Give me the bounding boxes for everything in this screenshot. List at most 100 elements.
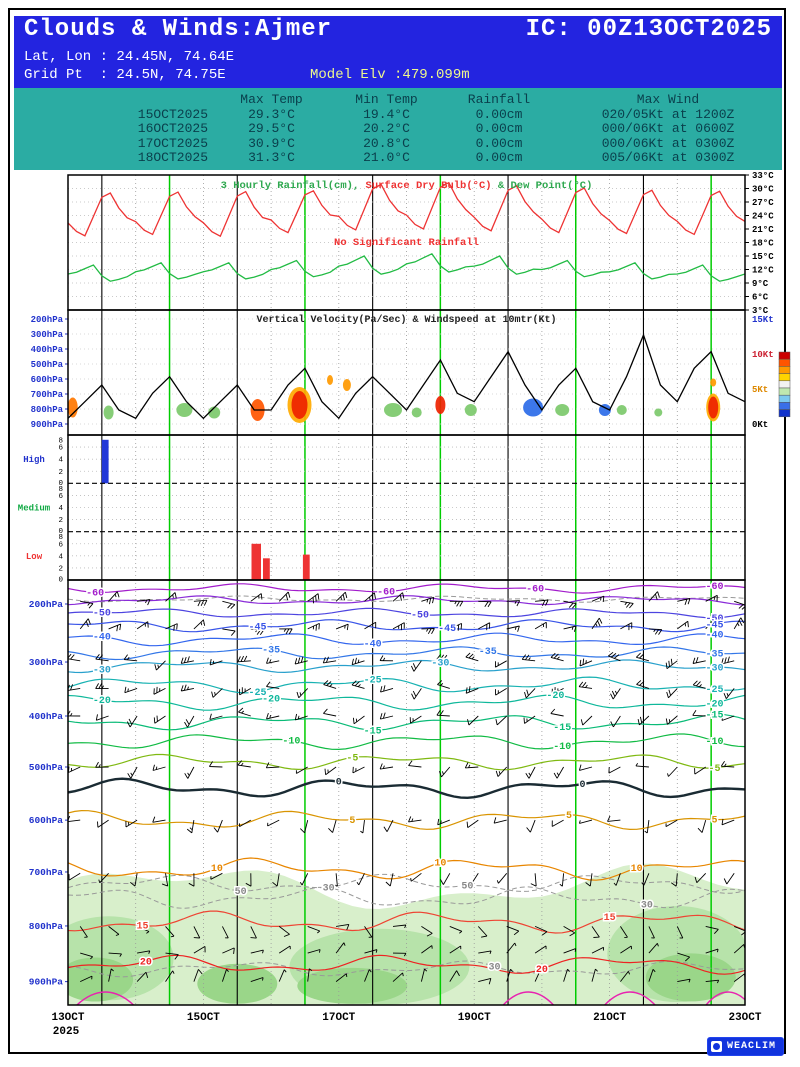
meteogram-chart: 33°C 30°C 27°C 24°C 21°C 18°C 15°C 12°C 9°C 6°C 3°… [18,171,791,1038]
page-title: Clouds & Winds:Ajmer [24,16,333,43]
svg-text:6: 6 [58,445,63,453]
svg-text:2: 2 [58,469,63,477]
svg-text:4: 4 [58,457,63,465]
svg-text:10: 10 [434,859,446,870]
svg-text:-20: -20 [546,691,564,702]
svg-text:2: 2 [58,565,63,573]
summary-cell: 20.8°C [363,135,410,151]
svg-text:0: 0 [58,528,63,536]
svg-text:30: 30 [323,884,335,895]
contour-labels: -60 -60 -60 -60-50 -50 -50-45 -45 -45-40-40-40-… [29,581,725,988]
summary-cell: 000/06Kt at 0600Z [601,121,735,136]
svg-text:15: 15 [604,913,616,924]
svg-text:-45: -45 [706,620,724,631]
svg-text:Low: Low [26,552,43,562]
svg-text:700hPa: 700hPa [29,867,64,878]
svg-text:500hPa: 500hPa [29,762,64,773]
svg-text:3 Hourly Rainfall(cm), Surface: 3 Hourly Rainfall(cm), Surface Dry Bulb(… [221,180,593,192]
svg-text:0: 0 [58,480,63,488]
svg-text:27°C: 27°C [752,198,774,208]
svg-text:800hPa: 800hPa [31,405,64,415]
summary-cell: Max Temp [240,92,303,107]
svg-text:500hPa: 500hPa [31,360,64,370]
svg-text:13OCT: 13OCT [51,1012,84,1024]
svg-text:19OCT: 19OCT [458,1012,491,1024]
svg-text:-60: -60 [377,588,395,599]
svg-text:-45: -45 [249,622,267,633]
svg-text:0Kt: 0Kt [752,420,768,430]
summary-cell: 0.00cm [475,106,523,122]
summary-cell: 30.9°C [248,135,295,151]
summary-cell: 0.00cm [475,135,523,151]
svg-text:Vertical Velocity(Pa/Sec) & Wi: Vertical Velocity(Pa/Sec) & Windspeed at… [256,314,556,326]
svg-text:300hPa: 300hPa [29,657,64,668]
svg-text:6: 6 [58,493,63,501]
svg-text:-5: -5 [709,764,721,775]
summary-cell: 020/05Kt at 1200Z [601,106,735,122]
summary-cell: 19.4°C [363,106,410,122]
summary-cell: 17OCT2025 [137,135,208,151]
svg-text:12°C: 12°C [752,266,774,276]
svg-text:-20: -20 [93,696,111,707]
svg-text:24°C: 24°C [752,212,774,222]
svg-text:6°C: 6°C [752,293,769,303]
svg-text:900hPa: 900hPa [29,977,64,988]
summary-cell: Min Temp [355,92,418,107]
svg-text:-35: -35 [262,645,280,656]
humidity-shading [68,863,745,1005]
svg-text:8: 8 [58,534,63,542]
svg-text:8: 8 [58,438,63,446]
init-condition-label: IC: 00Z13OCT2025 [525,16,772,43]
svg-text:-10: -10 [706,737,724,748]
x-axis-labels: 13OCT 15OCT 17OCT 19OCT 21OCT 23OCT 2025 [51,1012,761,1038]
summary-cell: 0.00cm [475,150,523,165]
svg-text:6: 6 [58,541,63,549]
svg-text:30: 30 [641,901,653,912]
svg-text:15OCT: 15OCT [187,1012,220,1024]
svg-text:-10: -10 [282,737,300,748]
svg-text:18°C: 18°C [752,239,774,249]
svg-text:-30: -30 [93,665,111,676]
svg-text:600hPa: 600hPa [31,375,64,385]
svg-text:400hPa: 400hPa [31,345,64,355]
svg-text:-25: -25 [706,685,724,696]
svg-text:-5: -5 [346,753,358,764]
svg-text:400hPa: 400hPa [29,711,64,722]
svg-text:300hPa: 300hPa [31,330,64,340]
svg-text:20: 20 [536,965,548,976]
summary-cell: 20.2°C [363,121,410,136]
model-elevation-label: Model Elv :479.099m [310,67,470,83]
svg-text:0: 0 [336,778,342,789]
svg-text:15Kt: 15Kt [752,315,774,325]
svg-text:2025: 2025 [53,1026,80,1038]
svg-text:900hPa: 900hPa [31,420,64,430]
svg-text:10: 10 [211,864,223,875]
svg-text:10Kt: 10Kt [752,350,774,360]
svg-text:17OCT: 17OCT [322,1012,355,1024]
summary-cell: 15OCT2025 [137,106,208,122]
weaclim-ring-icon [710,1041,722,1052]
weaclim-logo: WEACLIM [706,1037,784,1056]
svg-text:10: 10 [631,864,643,875]
svg-text:2: 2 [58,517,63,525]
vertical-velocity-blobs [68,375,721,423]
svg-text:30°C: 30°C [752,185,774,195]
svg-text:-40: -40 [364,639,382,650]
svg-text:0: 0 [580,780,586,791]
summary-cell: 0.00cm [475,121,523,136]
summary-cell: 21.0°C [363,150,410,165]
svg-text:-35: -35 [706,650,724,661]
summary-cell: 29.5°C [248,121,295,136]
svg-text:-25: -25 [249,688,267,699]
svg-text:-60: -60 [86,588,104,599]
summary-cell: 29.3°C [248,106,295,122]
svg-text:15°C: 15°C [752,252,774,262]
svg-text:5: 5 [712,816,718,827]
svg-text:23OCT: 23OCT [728,1012,761,1024]
svg-text:-15: -15 [706,711,724,722]
svg-text:5: 5 [566,811,572,822]
latlon-label: Lat, Lon : 24.45N, 74.64E [24,49,235,65]
header-band: Clouds & Winds:Ajmer IC: 00Z13OCT2025 La… [14,16,782,88]
summary-cell: 18OCT2025 [137,150,208,165]
